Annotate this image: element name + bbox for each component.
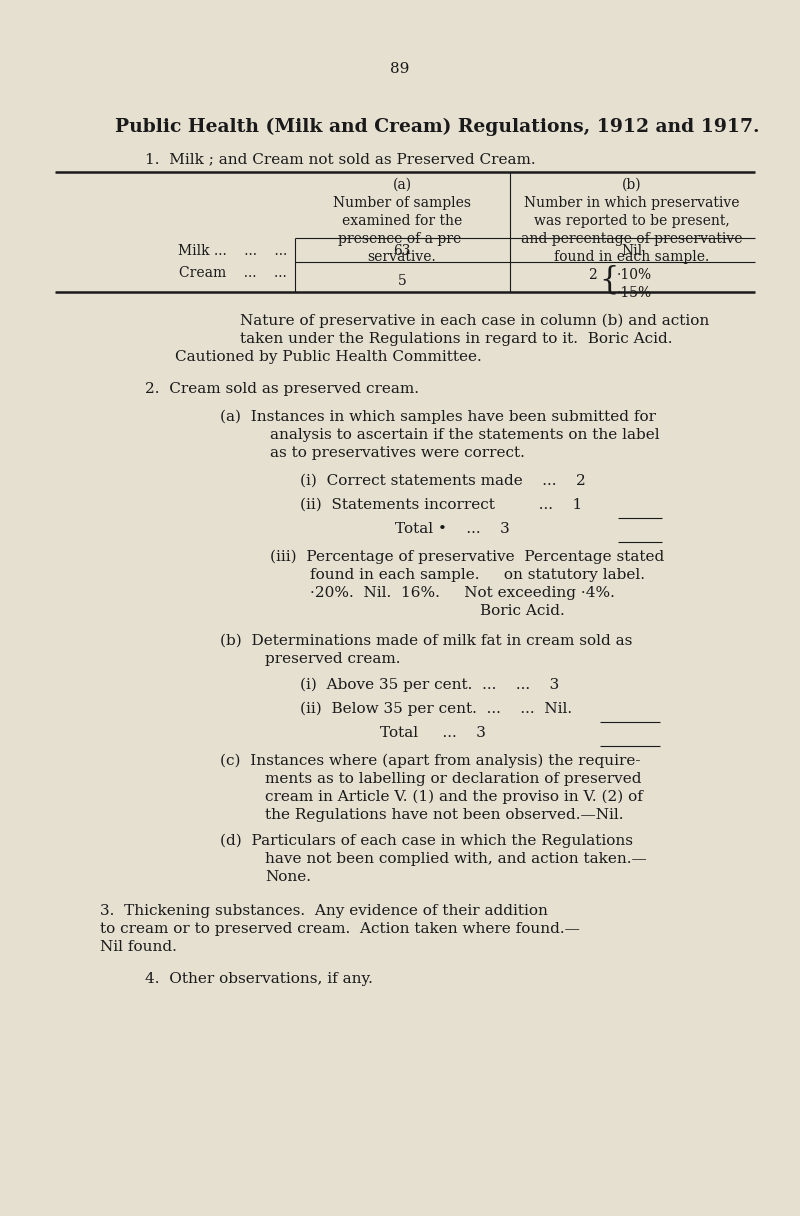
Text: ·20%.  Nil.  16%.     Not exceeding ·4%.: ·20%. Nil. 16%. Not exceeding ·4%. [310,586,615,599]
Text: (i)  Correct statements made    ...    2: (i) Correct statements made ... 2 [300,474,586,488]
Text: (i)  Above 35 per cent.  ...    ...    3: (i) Above 35 per cent. ... ... 3 [300,679,559,692]
Text: Total •    ...    3: Total • ... 3 [395,522,510,536]
Text: presence of a pre-: presence of a pre- [338,232,466,246]
Text: None.: None. [265,869,311,884]
Text: 63: 63 [394,244,410,258]
Text: examined for the: examined for the [342,214,462,229]
Text: 2.  Cream sold as preserved cream.: 2. Cream sold as preserved cream. [145,382,419,396]
Text: (iii)  Percentage of preservative  Percentage stated: (iii) Percentage of preservative Percent… [270,550,664,564]
Text: 89: 89 [390,62,410,75]
Text: found in each sample.     on statutory label.: found in each sample. on statutory label… [310,568,645,582]
Text: Nil: Nil [622,244,642,258]
Text: have not been complied with, and action taken.—: have not been complied with, and action … [265,852,646,866]
Text: found in each sample.: found in each sample. [554,250,710,264]
Text: Cream    ...    ...: Cream ... ... [179,266,287,280]
Text: (b): (b) [622,178,642,192]
Text: Number in which preservative: Number in which preservative [524,196,740,210]
Text: ·15%: ·15% [617,286,652,300]
Text: (a): (a) [393,178,411,192]
Text: Public Health (Milk and Cream) Regulations, 1912 and 1917.: Public Health (Milk and Cream) Regulatio… [115,118,759,136]
Text: and percentage of preservative: and percentage of preservative [522,232,742,246]
Text: was reported to be present,: was reported to be present, [534,214,730,229]
Text: servative.: servative. [368,250,436,264]
Text: (b)  Determinations made of milk fat in cream sold as: (b) Determinations made of milk fat in c… [220,634,632,648]
Text: Number of samples: Number of samples [333,196,471,210]
Text: Cautioned by Public Health Committee.: Cautioned by Public Health Committee. [175,350,482,364]
Text: 4.  Other observations, if any.: 4. Other observations, if any. [145,972,373,986]
Text: (d)  Particulars of each case in which the Regulations: (d) Particulars of each case in which th… [220,834,633,849]
Text: 3.  Thickening substances.  Any evidence of their addition: 3. Thickening substances. Any evidence o… [100,903,548,918]
Text: preserved cream.: preserved cream. [265,652,401,666]
Text: Boric Acid.: Boric Acid. [480,604,565,618]
Text: {: { [599,264,618,295]
Text: Milk ...    ...    ...: Milk ... ... ... [178,244,287,258]
Text: Nil found.: Nil found. [100,940,177,955]
Text: ments as to labelling or declaration of preserved: ments as to labelling or declaration of … [265,772,642,786]
Text: 1.  Milk ; and Cream not sold as Preserved Cream.: 1. Milk ; and Cream not sold as Preserve… [145,152,536,167]
Text: 5: 5 [398,274,406,288]
Text: taken under the Regulations in regard to it.  Boric Acid.: taken under the Regulations in regard to… [240,332,673,347]
Text: to cream or to preserved cream.  Action taken where found.—: to cream or to preserved cream. Action t… [100,922,580,936]
Text: (ii)  Statements incorrect         ...    1: (ii) Statements incorrect ... 1 [300,499,582,512]
Text: cream in Article V. (1) and the proviso in V. (2) of: cream in Article V. (1) and the proviso … [265,790,643,805]
Text: Total     ...    3: Total ... 3 [380,726,486,741]
Text: (ii)  Below 35 per cent.  ...    ...  Nil.: (ii) Below 35 per cent. ... ... Nil. [300,702,572,716]
Text: (c)  Instances where (apart from analysis) the require-: (c) Instances where (apart from analysis… [220,754,641,769]
Text: the Regulations have not been observed.—Nil.: the Regulations have not been observed.—… [265,807,623,822]
Text: as to preservatives were correct.: as to preservatives were correct. [270,446,525,460]
Text: 2: 2 [588,268,597,282]
Text: Nature of preservative in each case in column (b) and action: Nature of preservative in each case in c… [240,314,710,328]
Text: ·10%: ·10% [617,268,652,282]
Text: analysis to ascertain if the statements on the label: analysis to ascertain if the statements … [270,428,660,441]
Text: (a)  Instances in which samples have been submitted for: (a) Instances in which samples have been… [220,410,656,424]
